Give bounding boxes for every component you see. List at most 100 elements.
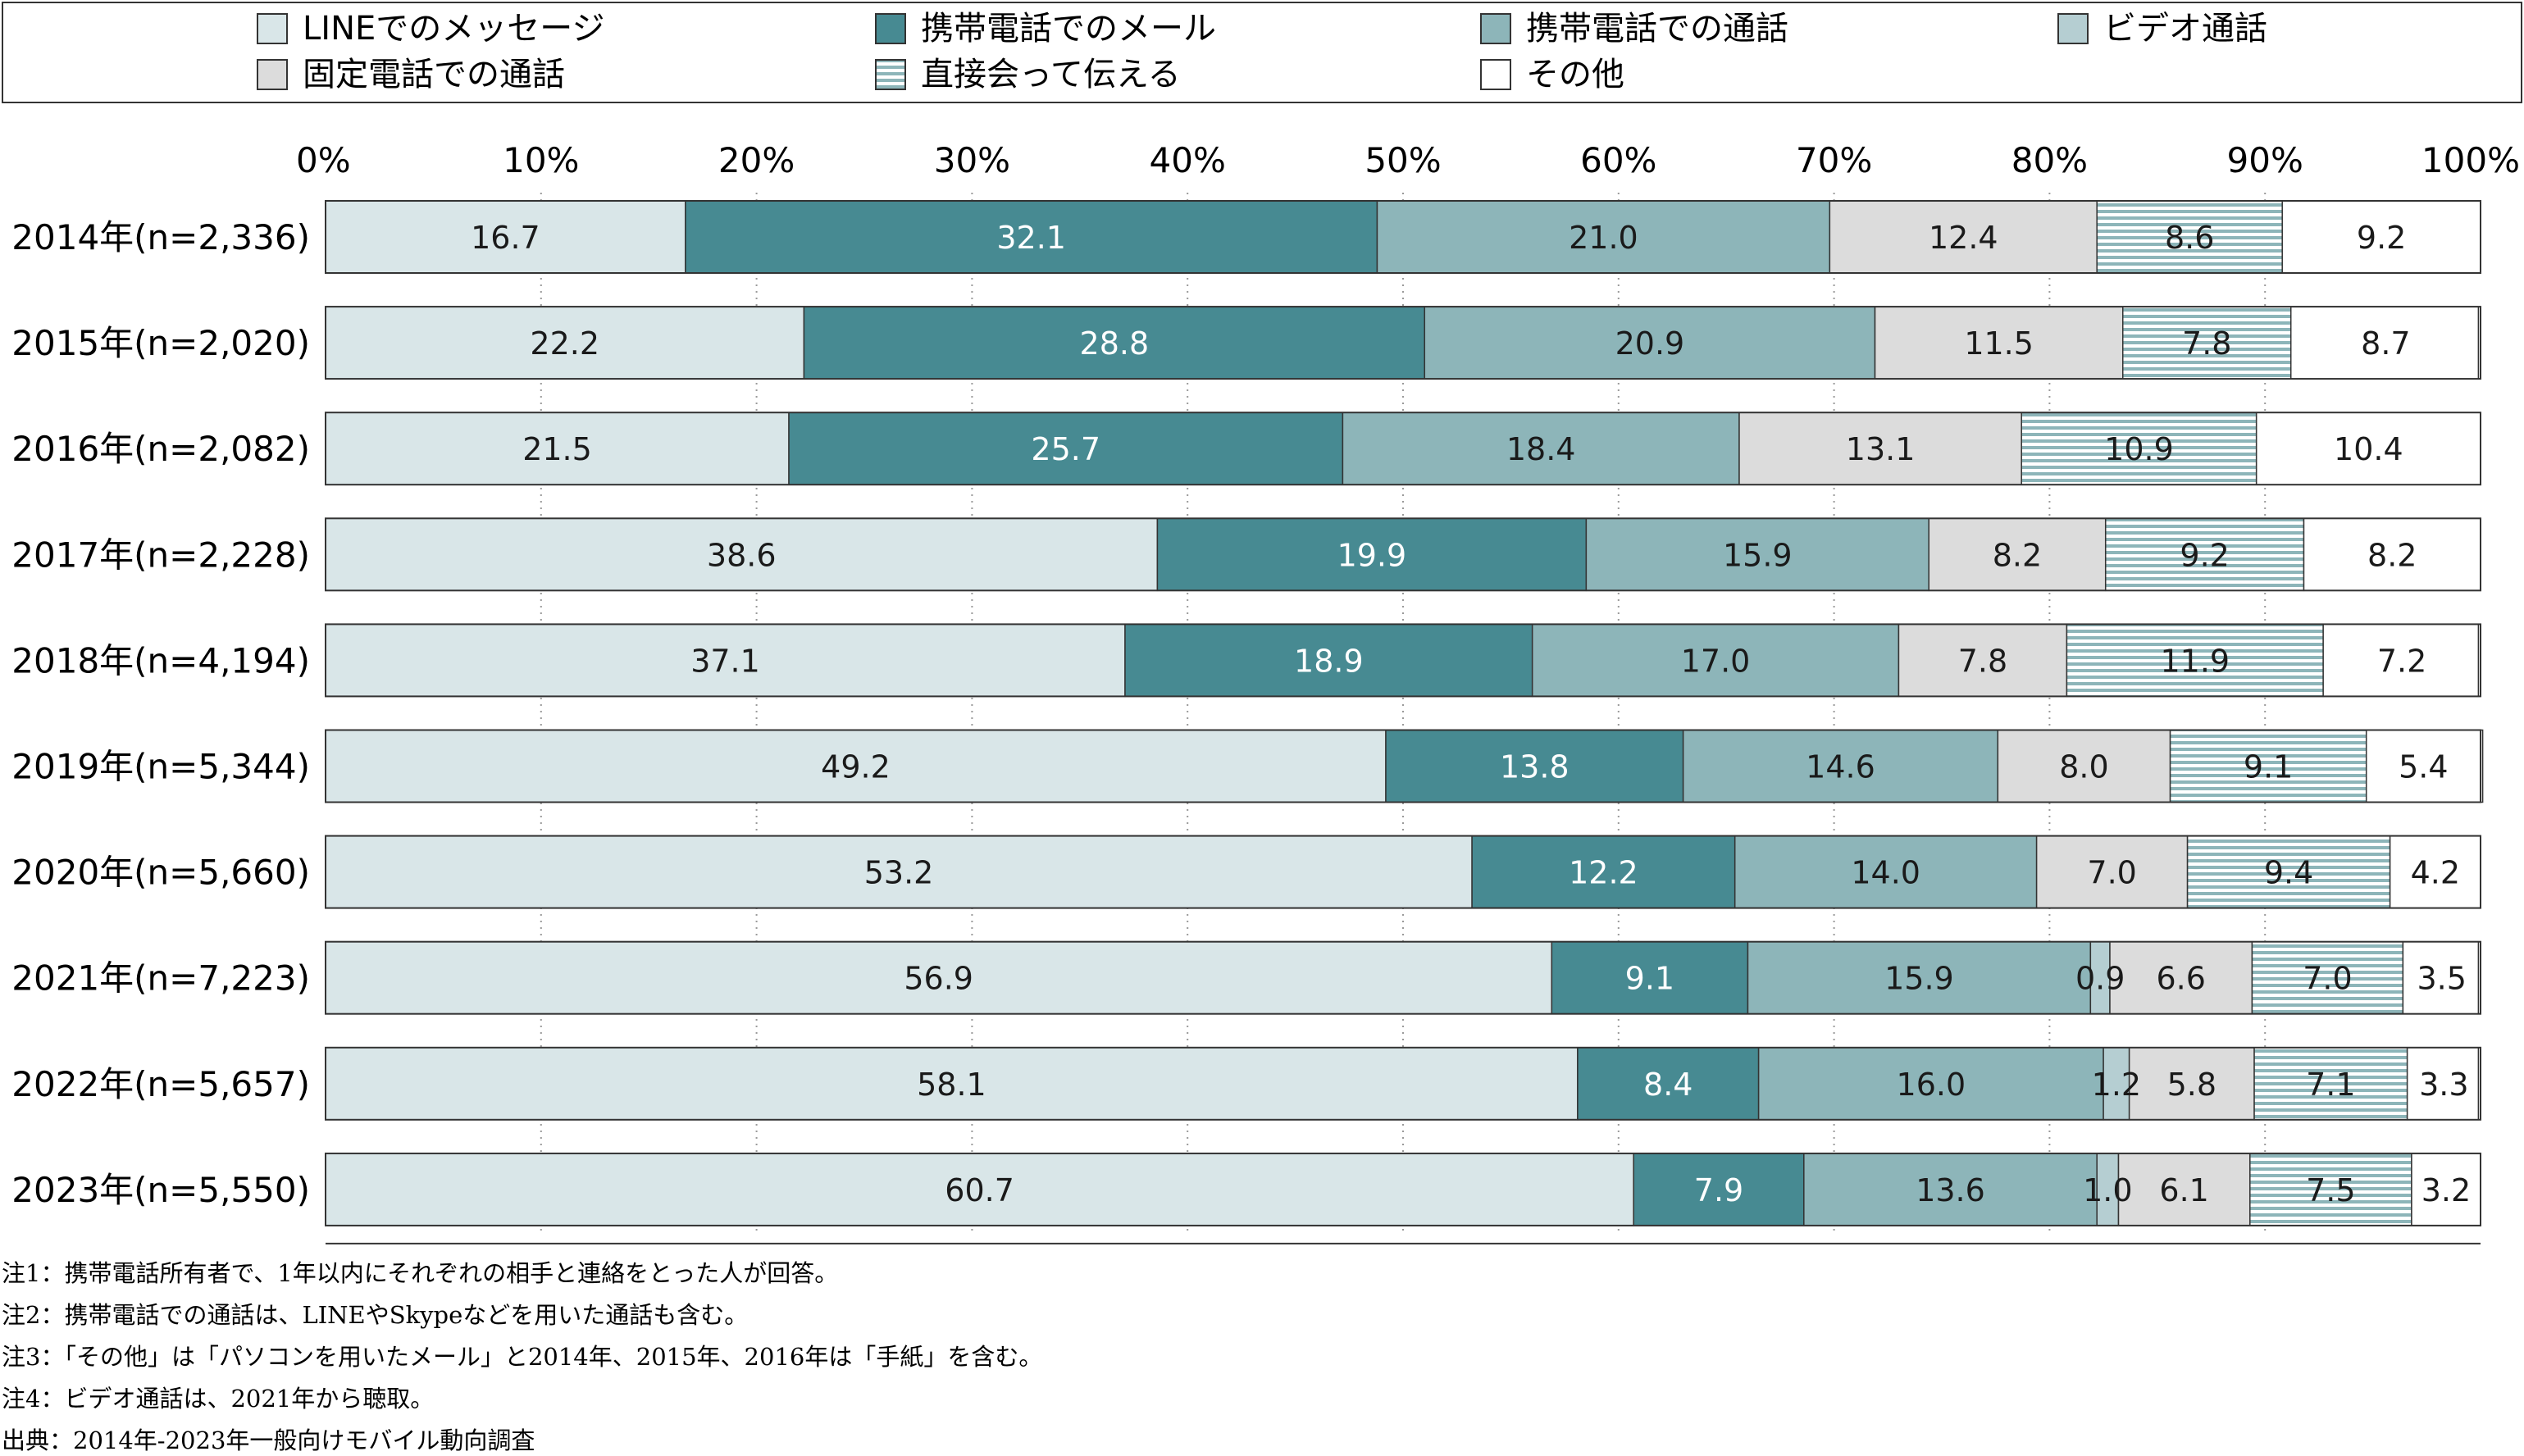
data-label: 8.6 <box>2165 220 2214 256</box>
bar-segment-series-3 <box>1734 835 2038 909</box>
bar-segment-series-7 <box>2322 623 2480 698</box>
bar-segment-series-1 <box>325 623 1126 698</box>
bar-segment-series-6 <box>2096 200 2283 274</box>
data-label: 9.1 <box>2244 749 2293 785</box>
bar-segment-series-2 <box>1124 623 1533 698</box>
data-label: 58.1 <box>917 1067 986 1103</box>
x-tick-label: 90% <box>2227 140 2303 180</box>
bar-outline <box>325 940 2481 1015</box>
category-label: 2021年(n=7,223) <box>11 958 310 999</box>
data-label: 16.0 <box>1897 1067 1966 1103</box>
data-label: 18.4 <box>1506 431 1576 467</box>
data-label: 20.9 <box>1615 325 1685 362</box>
data-label: 22.2 <box>530 325 599 362</box>
bar-segment-series-6 <box>2249 1153 2412 1226</box>
category-label: 2015年(n=2,020) <box>11 323 310 363</box>
bar-segment-series-1 <box>325 1153 1634 1226</box>
x-tick-label: 20% <box>718 140 795 180</box>
bar-segment-series-2 <box>788 412 1344 485</box>
legend-label-4: ビデオ通話 <box>2103 10 2267 48</box>
bar-segment-series-3 <box>1531 623 1900 698</box>
data-label: 3.2 <box>2421 1172 2471 1208</box>
bar-segment-series-5 <box>2109 940 2253 1015</box>
data-label: 13.6 <box>1916 1172 1985 1208</box>
bar-segment-series-7 <box>2255 412 2481 485</box>
bar-segment-series-1 <box>325 200 686 274</box>
data-label: 7.1 <box>2306 1067 2355 1103</box>
bar-row-2021-n-7-223: 2021年(n=7,223) 56.9 9.1 15.9 0.9 6.6 7.0 3.5 <box>11 940 2481 1015</box>
bar-row-2020-n-5-660: 2020年(n=5,660) 53.2 12.2 14.0 7.0 9.4 4.2 <box>11 835 2481 909</box>
bar-outline <box>325 835 2481 909</box>
footnote: 注3：「その他」は「パソコンを用いたメール」と2014年、2015年、2016年… <box>2 1343 1042 1371</box>
bar-segment-series-6 <box>2104 517 2305 592</box>
data-label: 17.0 <box>1681 643 1751 679</box>
bar-segment-series-1 <box>325 835 1473 909</box>
source-note: 出典：2014年-2023年一般向けモバイル動向調査 <box>2 1426 535 1454</box>
bar-row-2017-n-2-228: 2017年(n=2,228) 38.6 19.9 15.9 8.2 9.2 8.2 <box>11 517 2481 592</box>
data-label: 3.5 <box>2417 961 2466 997</box>
data-label: 11.5 <box>1964 325 2034 362</box>
data-label: 38.6 <box>707 537 777 573</box>
x-tick-label: 10% <box>503 140 579 180</box>
bar-segment-series-5 <box>1738 412 2022 485</box>
bar-segment-series-6 <box>2251 940 2404 1015</box>
data-label: 1.2 <box>2092 1067 2141 1103</box>
data-label: 32.1 <box>996 220 1066 256</box>
footnote: 注2：携帯電話での通話は、LINEやSkypeなどを用いた通話も含む。 <box>2 1301 748 1329</box>
data-label: 49.2 <box>821 749 891 785</box>
legend-label-5: 固定電話での通話 <box>303 56 565 93</box>
data-label: 18.9 <box>1294 643 1364 679</box>
bar-segment-series-1 <box>325 729 1387 803</box>
bar-segment-series-7 <box>2389 835 2481 909</box>
category-label: 2017年(n=2,228) <box>11 535 310 575</box>
bar-row-2014-n-2-336: 2014年(n=2,336) 16.7 32.1 21.0 12.4 8.6 9.2 <box>11 200 2481 274</box>
data-label: 7.2 <box>2377 643 2426 679</box>
data-label: 9.2 <box>2357 220 2406 256</box>
legend-label-6: 直接会って伝える <box>921 56 1181 93</box>
legend-label-1: LINEでのメッセージ <box>303 10 604 48</box>
data-label: 9.4 <box>2264 855 2313 891</box>
bar-segment-series-5 <box>2117 1153 2251 1226</box>
data-label: 25.7 <box>1031 431 1100 467</box>
bar-segment-series-2 <box>1385 729 1684 803</box>
x-tick-label: 50% <box>1365 140 1441 180</box>
bar-segment-series-2 <box>1633 1153 1805 1226</box>
bar-outline <box>325 1152 2481 1226</box>
bar-outline <box>325 517 2481 592</box>
data-label: 21.0 <box>1569 220 1638 256</box>
x-tick-label: 70% <box>1796 140 1872 180</box>
legend-frame <box>2 2 2522 103</box>
bar-segment-series-6 <box>2066 623 2324 698</box>
data-label: 53.2 <box>864 855 934 891</box>
bar-segment-series-7 <box>2289 306 2480 380</box>
data-label: 8.4 <box>1643 1067 1693 1103</box>
bar-segment-series-4 <box>2096 1153 2120 1226</box>
bar-segment-series-2 <box>1551 940 1749 1015</box>
data-label: 7.8 <box>1958 643 2007 679</box>
x-tick-label: 40% <box>1150 140 1226 180</box>
bar-outline <box>325 306 2481 380</box>
bar-segment-series-5 <box>1874 306 2124 380</box>
x-tick-label: 0% <box>296 140 351 180</box>
bar-row-2019-n-5-344: 2019年(n=5,344) 49.2 13.8 14.6 8.0 9.1 5.4 <box>11 729 2484 803</box>
data-label: 7.0 <box>2087 855 2136 891</box>
data-label: 13.1 <box>1846 431 1916 467</box>
category-label: 2016年(n=2,082) <box>11 429 310 469</box>
category-label: 2022年(n=5,657) <box>11 1064 310 1104</box>
category-label: 2020年(n=5,660) <box>11 853 310 893</box>
legend-swatch-4 <box>2057 13 2089 44</box>
bar-row-2018-n-4-194: 2018年(n=4,194) 37.1 18.9 17.0 7.8 11.9 7.2 <box>11 623 2481 698</box>
data-label: 5.4 <box>2399 749 2448 785</box>
data-label: 60.7 <box>945 1172 1014 1208</box>
bar-segment-series-3 <box>1757 1047 2104 1121</box>
data-label: 28.8 <box>1080 325 1150 362</box>
bar-segment-series-6 <box>2169 729 2367 803</box>
bar-segment-series-6 <box>2122 306 2292 380</box>
bar-segment-series-6 <box>2021 412 2257 485</box>
bar-segment-series-3 <box>1585 517 1929 592</box>
data-label: 7.8 <box>2182 325 2231 362</box>
data-label: 16.7 <box>471 220 540 256</box>
legend-swatch-6 <box>875 59 906 90</box>
data-label: 56.9 <box>904 961 973 997</box>
data-label: 8.7 <box>2361 325 2410 362</box>
